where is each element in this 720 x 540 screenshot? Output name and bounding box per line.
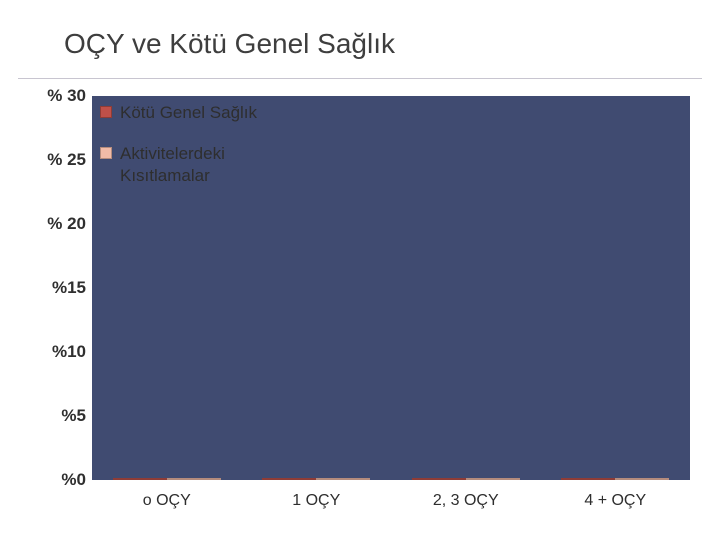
bar <box>316 478 370 480</box>
legend-label: Aktivitelerdeki Kısıtlamalar <box>120 143 300 186</box>
legend-swatch <box>100 147 112 159</box>
bar-group <box>92 478 242 480</box>
x-tick-label: 1 OÇY <box>242 492 392 510</box>
bar <box>167 478 221 480</box>
chart-title: OÇY ve Kötü Genel Sağlık <box>18 18 702 79</box>
legend-item: Kötü Genel Sağlık <box>100 102 300 123</box>
bar <box>466 478 520 480</box>
bar <box>262 478 316 480</box>
bar-group <box>541 478 691 480</box>
x-tick-label: 2, 3 OÇY <box>391 492 541 510</box>
legend-item: Aktivitelerdeki Kısıtlamalar <box>100 143 300 186</box>
legend: Kötü Genel Sağlık Aktivitelerdeki Kısıtla… <box>100 102 300 206</box>
y-axis: % 30% 25% 20%15%10%5%0 <box>30 96 92 480</box>
x-axis-spacer <box>30 492 92 510</box>
bar-group <box>242 478 392 480</box>
slide: OÇY ve Kötü Genel Sağlık % 30% 25% 20%15… <box>0 0 720 540</box>
bar <box>561 478 615 480</box>
bar <box>412 478 466 480</box>
x-tick-label: 4 + OÇY <box>541 492 691 510</box>
x-tick-label: o OÇY <box>92 492 242 510</box>
legend-swatch <box>100 106 112 118</box>
bar-group <box>391 478 541 480</box>
legend-label: Kötü Genel Sağlık <box>120 102 257 123</box>
bar <box>615 478 669 480</box>
x-axis: o OÇY1 OÇY2, 3 OÇY4 + OÇY <box>92 492 690 510</box>
x-axis-row: o OÇY1 OÇY2, 3 OÇY4 + OÇY <box>30 480 690 510</box>
bar <box>113 478 167 480</box>
